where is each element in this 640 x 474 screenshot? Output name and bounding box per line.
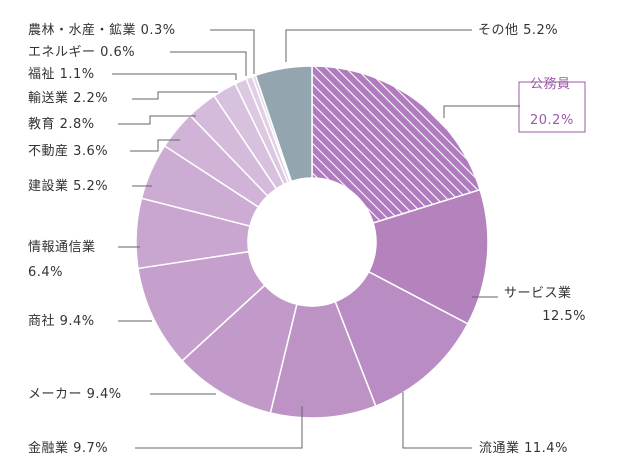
- slice-14: [254, 65, 313, 183]
- leader-line-11: [112, 73, 237, 80]
- slice-label: エネルギー 0.6%: [28, 45, 135, 60]
- slice-value: 20.2%: [530, 113, 574, 128]
- slice-label: 情報通信業: [28, 239, 96, 255]
- slice-label: 輸送業 2.2%: [28, 90, 108, 106]
- slice-label: 商社 9.4%: [28, 313, 95, 329]
- slice-label: サービス業: [504, 285, 572, 301]
- slice-label: メーカー 9.4%: [28, 387, 122, 402]
- leader-line-13: [210, 29, 255, 74]
- slice-label: 農林・水産・鉱業 0.3%: [28, 22, 176, 38]
- leader-line-12: [170, 51, 247, 76]
- slice-value: 12.5%: [542, 309, 586, 324]
- slice-label: 金融業 9.7%: [28, 440, 108, 456]
- slice-label: 福祉 1.1%: [28, 67, 95, 82]
- slice-labels: 公務員 20.2% サービス業 12.5% 流通業 11.4% 金融業 9.7% メーカー …: [28, 22, 586, 456]
- leader-line-3: [135, 406, 303, 449]
- slice-label: 教育 2.8%: [28, 116, 95, 132]
- leader-line-2: [402, 392, 472, 449]
- slice-0: [311, 65, 481, 224]
- slice-label: 流通業 11.4%: [479, 440, 568, 456]
- slice-1: [367, 188, 489, 325]
- leader-line-9: [118, 115, 196, 125]
- slice-2: [334, 270, 469, 408]
- highlight-box: [518, 81, 586, 133]
- leader-line-10: [132, 91, 218, 100]
- slice-label: 公務員: [530, 77, 571, 92]
- slice-value: 6.4%: [28, 265, 63, 280]
- slice-label: その他 5.2%: [478, 23, 558, 38]
- leader-line-8: [130, 139, 180, 152]
- pie-slices: [135, 65, 489, 419]
- leader-line-14: [285, 29, 472, 62]
- slice-label: 建設業 5.2%: [28, 178, 108, 194]
- slice-label: 不動産 3.6%: [28, 143, 108, 159]
- leader-lines: [112, 29, 586, 449]
- leader-line-0: [443, 105, 520, 118]
